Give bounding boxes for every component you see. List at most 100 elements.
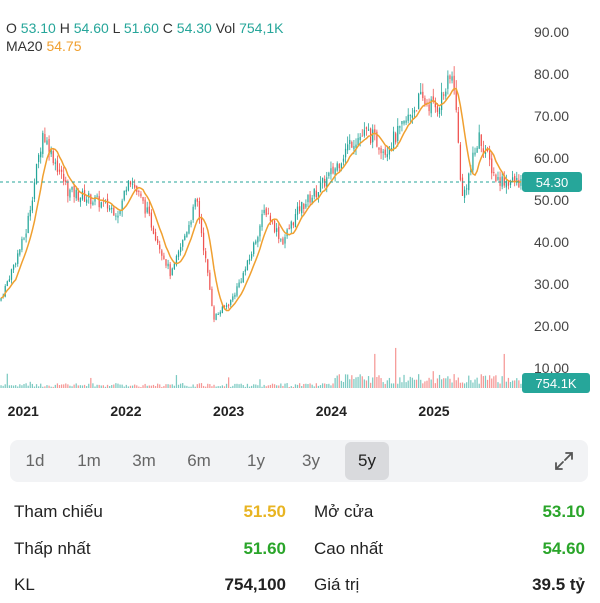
timeframe-5y[interactable]: 5y (345, 442, 389, 480)
volume-bar (96, 384, 98, 388)
timeframe-1m[interactable]: 1m (77, 451, 101, 470)
candle-body (242, 272, 244, 283)
candle-body (296, 206, 299, 215)
volume-bar (422, 383, 424, 388)
timeframe-3y[interactable]: 3y (302, 451, 320, 470)
x-tick-label: 2021 (8, 403, 39, 419)
candle-body (424, 97, 426, 105)
volume-tag (522, 373, 590, 393)
candle-body (140, 193, 142, 197)
volume-bar (457, 377, 459, 388)
volume-bar (392, 383, 395, 388)
candle-body (411, 115, 414, 118)
candle-body (438, 108, 441, 114)
timeframe-1d[interactable]: 1d (25, 451, 45, 470)
candle-body (8, 279, 11, 282)
candle-body (119, 210, 121, 215)
volume-bar (154, 386, 157, 388)
candle-body (56, 160, 59, 172)
candle-body (420, 91, 422, 95)
candle-body (267, 213, 269, 215)
candle-body (290, 221, 292, 229)
volume-bar (44, 386, 46, 388)
candle-body (148, 206, 150, 214)
volume-bar (497, 382, 499, 388)
volume-bar (453, 374, 455, 388)
volume-bar (273, 384, 276, 388)
x-tick-label: 2024 (316, 403, 347, 419)
candle-body (142, 197, 144, 201)
candle-body (501, 176, 503, 187)
volume-bar (495, 375, 497, 388)
volume-bar (511, 380, 514, 388)
volume-bar (290, 386, 292, 388)
volume-bar (309, 383, 311, 388)
high-label: Cao nhất (314, 539, 383, 558)
candle-body (69, 189, 71, 198)
candle-body (19, 249, 21, 255)
candle-body (367, 129, 370, 131)
candle-body (447, 75, 449, 89)
candle-body (455, 88, 457, 111)
volume-bar (163, 385, 165, 388)
volume-bar (69, 385, 71, 388)
volume-bar (474, 379, 476, 388)
volume-bar (259, 379, 261, 388)
candle-body (175, 255, 178, 266)
volume-bar (516, 378, 518, 388)
timeframe-6m[interactable]: 6m (187, 451, 211, 470)
candle-body (493, 171, 495, 173)
candle-body (273, 220, 276, 232)
volume-bar (2, 385, 4, 388)
candle-body (489, 150, 491, 160)
volume-bar (390, 383, 393, 388)
volume-bar (157, 383, 159, 388)
volume-bar (242, 385, 244, 388)
candle-body (292, 222, 294, 226)
candle-body (403, 120, 405, 124)
volume-bar (319, 385, 322, 388)
candle-body (100, 202, 102, 208)
volume-bar (33, 386, 36, 388)
candle-body (50, 148, 52, 155)
volume-bar (73, 384, 75, 388)
volume-bar (336, 375, 338, 388)
volume-bar (466, 382, 468, 388)
volume-bar (299, 383, 301, 388)
stats-row-2: Thấp nhất 51.60 Cao nhất 54.60 (0, 531, 600, 567)
timeframe-1y[interactable]: 1y (247, 451, 265, 470)
candle-body (236, 286, 238, 296)
candle-body (96, 195, 98, 197)
candle-body (332, 166, 334, 174)
candle-body (472, 152, 474, 171)
volume-bar (395, 347, 397, 388)
last-price-label: 54.30 (536, 175, 569, 190)
volume-bar (90, 377, 92, 388)
volume-bar (52, 386, 54, 388)
candle-body (476, 147, 478, 153)
candle-body (219, 312, 221, 315)
volume-bar (397, 383, 399, 388)
volume-bar (459, 382, 462, 388)
volume-bar (205, 386, 207, 388)
candle-body (422, 91, 424, 99)
volume-bar (294, 384, 297, 388)
volume-bar (347, 374, 349, 388)
volume-bar (188, 386, 190, 388)
volume-bar (79, 385, 82, 388)
candle-body (88, 193, 90, 198)
candle-body (509, 181, 512, 185)
candle-body (344, 148, 347, 158)
volume-bar (77, 385, 79, 388)
expand-icon[interactable] (552, 449, 576, 473)
volume-bar (71, 386, 73, 388)
volume-bar (159, 384, 161, 388)
timeframe-3m[interactable]: 3m (132, 451, 156, 470)
candle-body (365, 127, 368, 129)
volume-bar (301, 386, 303, 388)
volume-bar (311, 384, 313, 388)
ma20-line (0, 87, 522, 312)
volume-bar (131, 385, 134, 388)
ma-value: 54.75 (46, 38, 82, 54)
